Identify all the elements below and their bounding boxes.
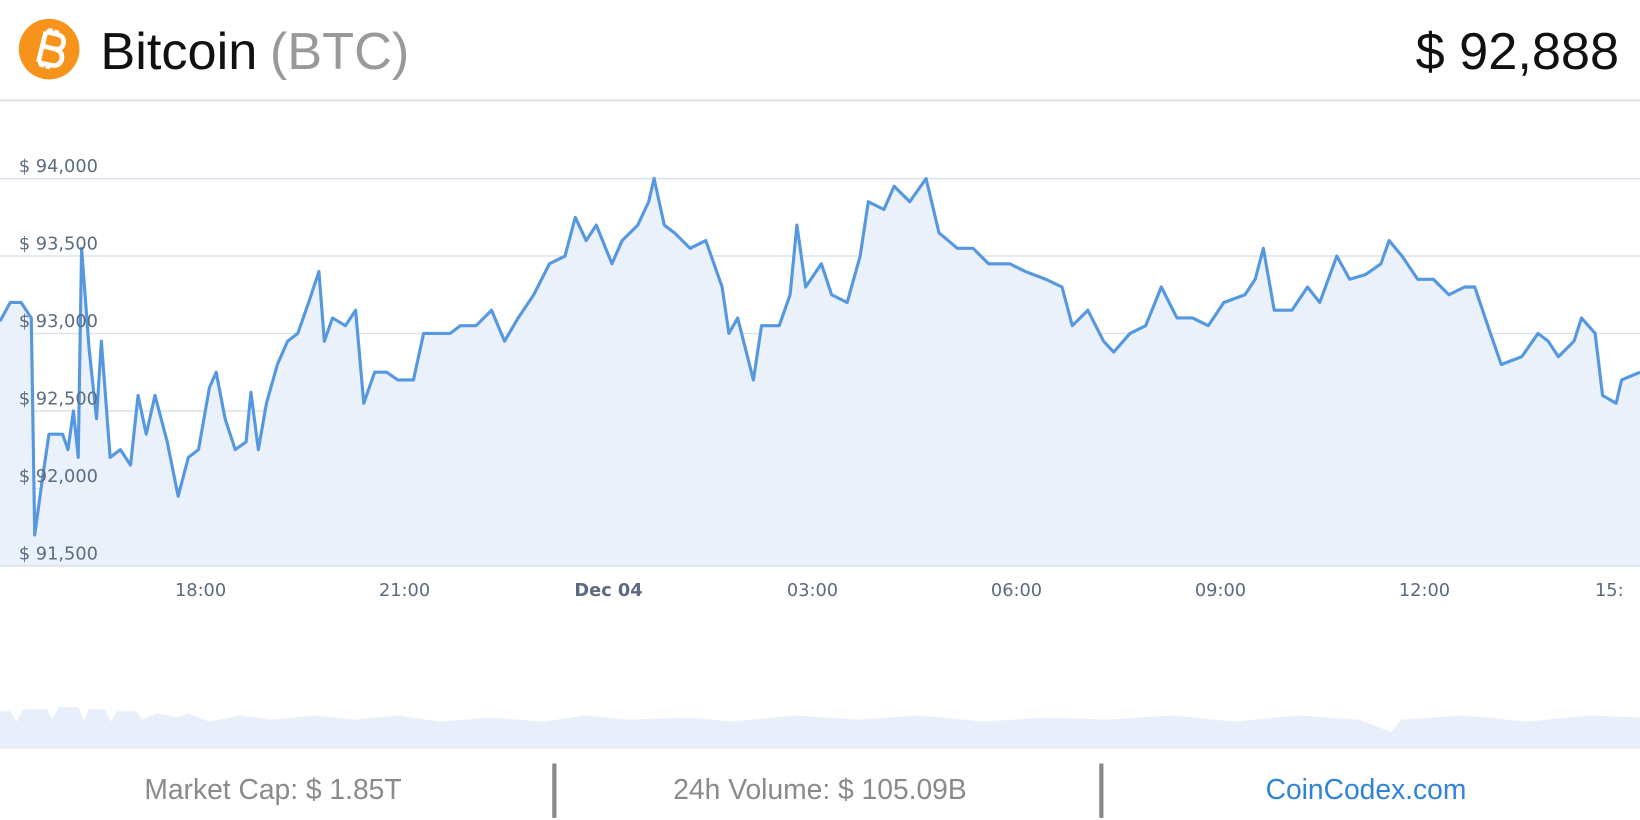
logo-glyph: [36, 28, 66, 70]
logo: [18, 18, 80, 80]
y-tick-label: $ 93,500: [19, 234, 98, 255]
volume-24h: 24h Volume: $ 105.09B: [673, 773, 966, 805]
y-tick-label: $ 94,000: [19, 156, 98, 177]
plot: $ 91,500 $ 92,000 $ 92,500 $ 93,000 $ 93,500…: [0, 156, 1640, 601]
x-tick-label: 18:00: [175, 580, 226, 601]
y-tick-label: $ 92,500: [19, 388, 98, 409]
x-tick-label: 21:00: [379, 580, 430, 601]
x-tick-label: 03:00: [787, 580, 838, 601]
coin-title: Bitcoin (BTC): [100, 23, 409, 81]
price-line: [0, 176, 1640, 537]
x-tick-label: 12:00: [1399, 580, 1450, 601]
x-tick-label: Dec 04: [574, 580, 642, 601]
market-cap: Market Cap: $ 1.85T: [144, 773, 401, 805]
coin-symbol: (BTC): [270, 23, 409, 81]
x-tick-label: 06:00: [991, 580, 1042, 601]
y-tick-label: $ 93,000: [19, 311, 98, 332]
x-tick-label: 15:: [1595, 580, 1624, 601]
y-tick-label: $ 92,000: [19, 466, 98, 487]
volume-silhouette: [0, 707, 1640, 749]
price: $ 92,888: [1416, 23, 1620, 81]
x-tick-label: 09:00: [1195, 580, 1246, 601]
coin-name: Bitcoin: [100, 23, 257, 81]
y-tick-label: $ 91,500: [19, 543, 98, 564]
price-area: [0, 178, 1640, 566]
source-link[interactable]: CoinCodex.com: [1266, 773, 1467, 805]
